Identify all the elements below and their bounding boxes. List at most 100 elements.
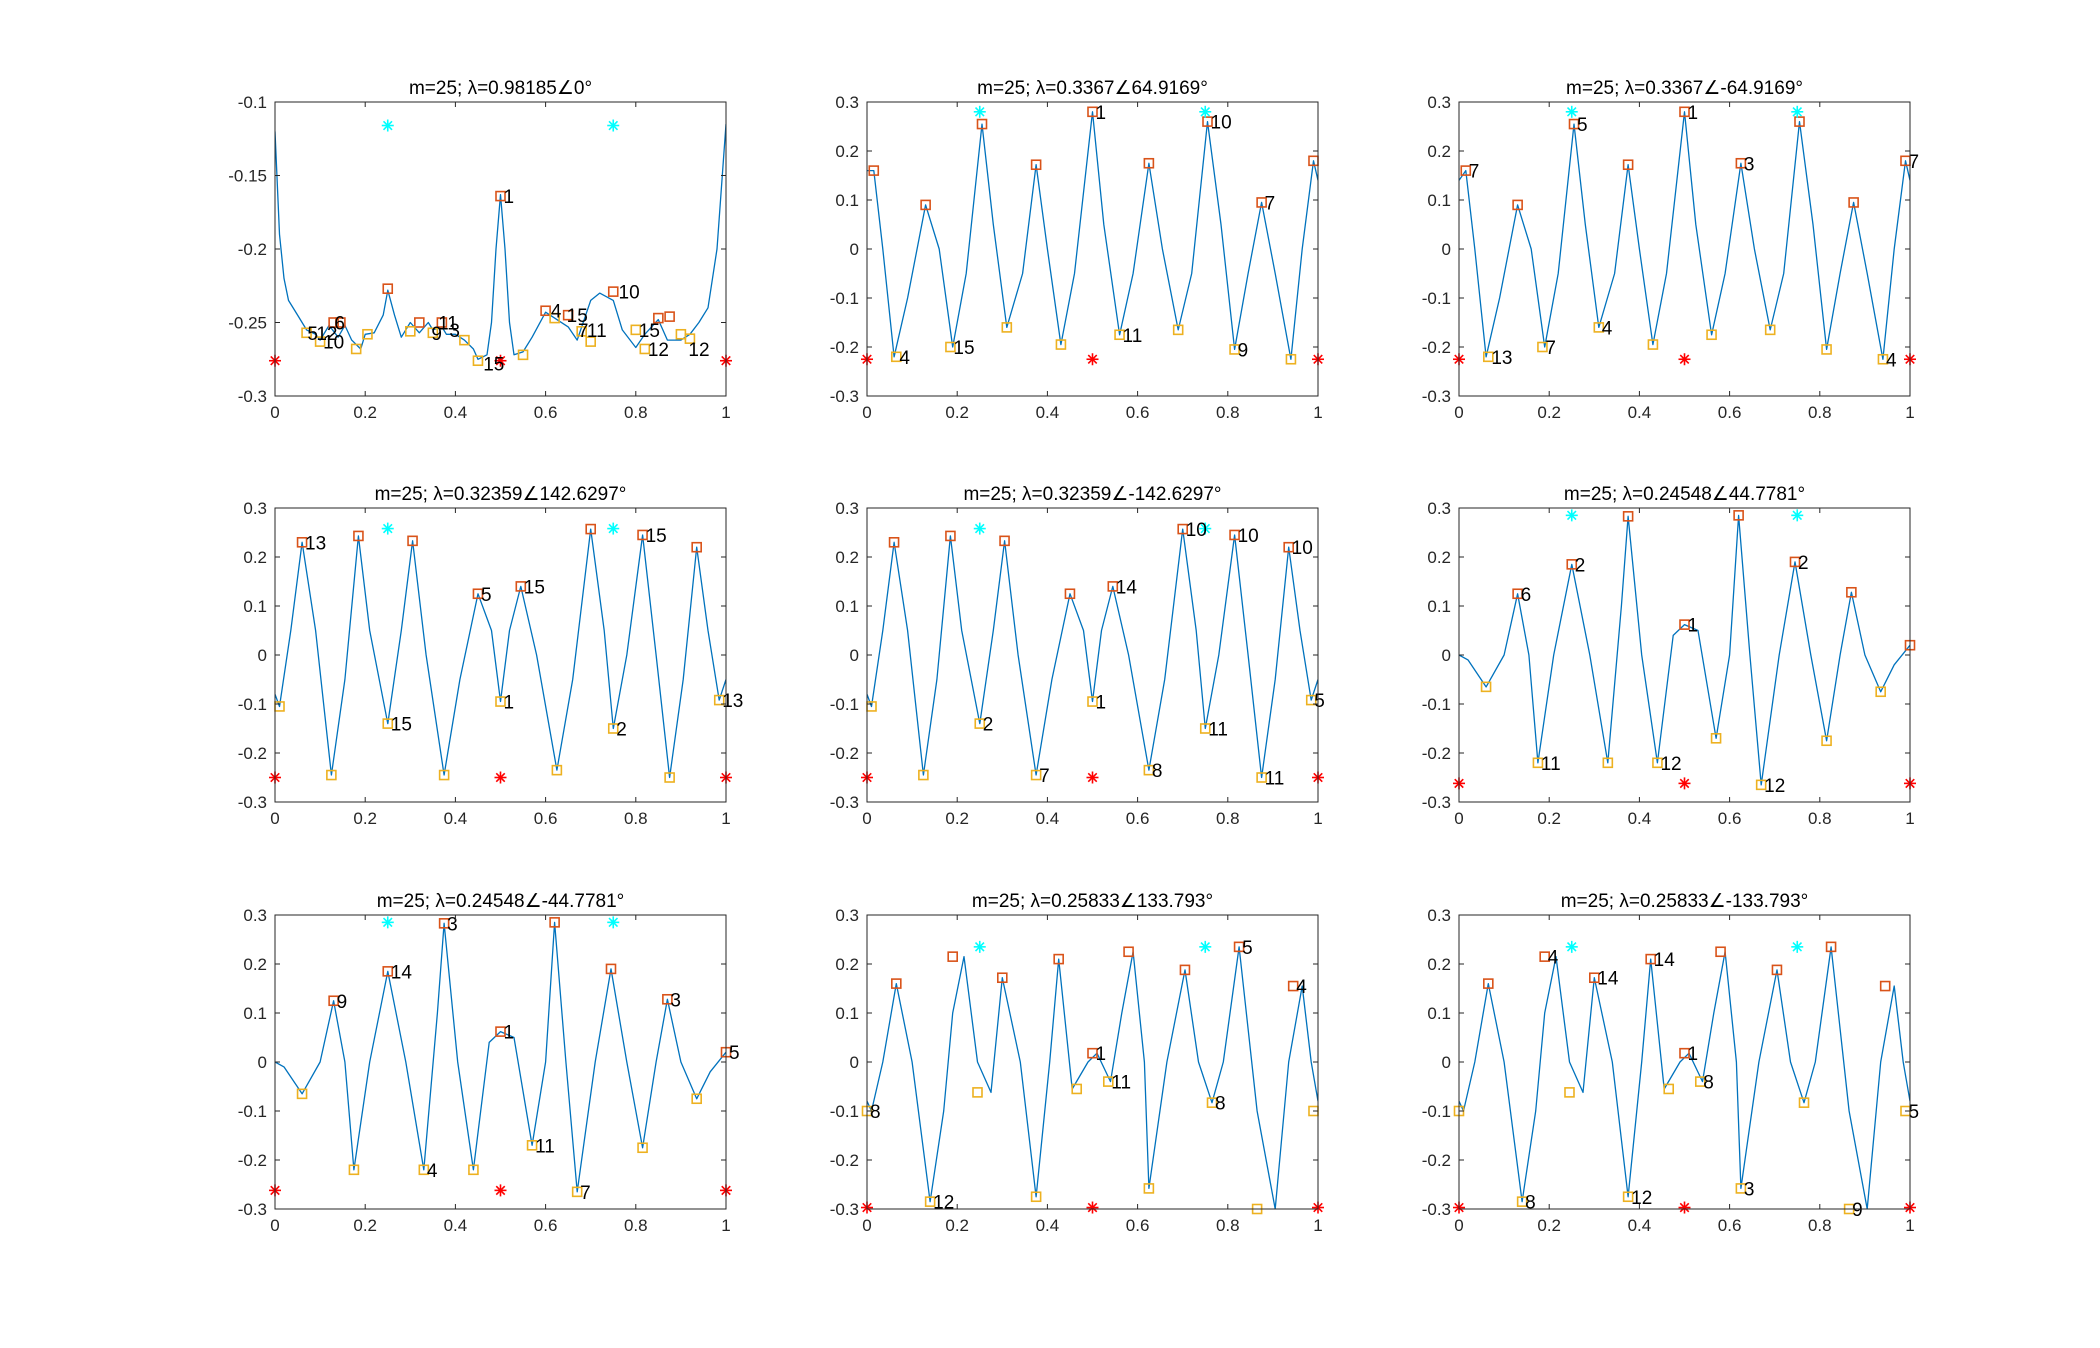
max-marker xyxy=(1679,1047,1690,1059)
min-marker xyxy=(468,1164,479,1176)
max-marker xyxy=(495,190,506,202)
min-marker xyxy=(326,769,337,781)
x-tick-label: 0.2 xyxy=(353,1216,377,1235)
min-marker xyxy=(1877,353,1889,365)
x-tick-label: 1 xyxy=(721,809,730,828)
max-marker xyxy=(540,305,551,317)
max-marker xyxy=(1679,106,1690,118)
y-tick-label: -0.1 xyxy=(1422,1102,1451,1121)
max-marker xyxy=(1794,116,1805,127)
point-label: 9 xyxy=(431,324,442,345)
x-tick-label: 0.6 xyxy=(534,403,558,422)
max-marker xyxy=(436,317,448,328)
point-label: 14 xyxy=(1116,577,1138,598)
chart-title: m=25; λ=0.32359∠142.6297° xyxy=(375,484,627,505)
x-tick-label: 1 xyxy=(1905,403,1914,422)
min-marker xyxy=(1755,779,1767,791)
y-tick-label: -0.2 xyxy=(238,240,267,259)
max-marker xyxy=(1256,197,1267,208)
max-marker xyxy=(1879,980,1891,992)
y-tick-label: -0.15 xyxy=(228,167,267,186)
plot-area xyxy=(275,528,726,779)
cyan-asterisk-marker xyxy=(1565,105,1578,118)
max-marker xyxy=(1589,972,1600,984)
max-marker xyxy=(605,963,617,975)
y-tick-label: 0.1 xyxy=(835,191,859,210)
red-asterisk-marker xyxy=(1678,353,1691,366)
y-tick-label: 0.3 xyxy=(1427,499,1451,518)
min-marker xyxy=(1143,764,1155,776)
y-tick-label: -0.3 xyxy=(238,387,267,406)
point-label: 4 xyxy=(427,1161,438,1182)
point-label: 7 xyxy=(580,1183,591,1204)
min-marker xyxy=(549,312,560,324)
x-tick-label: 0.4 xyxy=(1628,809,1652,828)
max-marker xyxy=(549,917,560,928)
point-label: 15 xyxy=(483,355,504,376)
y-tick-label: -0.2 xyxy=(1422,338,1451,357)
x-tick-label: 0.6 xyxy=(534,809,558,828)
y-tick-label: -0.2 xyxy=(1422,744,1451,763)
cyan-asterisk-marker xyxy=(1791,940,1804,953)
max-marker xyxy=(328,317,339,328)
max-marker xyxy=(1568,118,1580,130)
max-marker xyxy=(1735,157,1747,169)
max-marker xyxy=(1233,941,1245,953)
point-label: 11 xyxy=(587,321,607,342)
point-label: 2 xyxy=(1798,553,1809,574)
y-tick-label: 0.3 xyxy=(835,93,859,112)
x-tick-label: 0.4 xyxy=(1036,403,1060,422)
point-label: 8 xyxy=(1215,1094,1226,1115)
min-marker xyxy=(1114,329,1125,341)
min-marker xyxy=(1706,329,1717,341)
min-marker xyxy=(1710,732,1722,744)
y-tick-label: -0.1 xyxy=(238,695,267,714)
min-marker xyxy=(1285,353,1297,365)
point-label: 12 xyxy=(688,340,709,361)
x-tick-label: 0.4 xyxy=(1036,809,1060,828)
point-label: 1 xyxy=(504,1023,515,1044)
x-tick-label: 0.4 xyxy=(1628,1216,1652,1235)
point-label: 4 xyxy=(1886,350,1897,371)
max-marker xyxy=(472,588,484,600)
point-label: 5 xyxy=(307,324,318,345)
x-tick-label: 0.8 xyxy=(1216,403,1240,422)
min-marker xyxy=(630,324,642,336)
red-asterisk-marker xyxy=(494,1184,507,1197)
x-tick-label: 0.2 xyxy=(945,403,969,422)
max-marker xyxy=(438,918,450,929)
min-marker xyxy=(350,343,362,355)
x-tick-label: 0.6 xyxy=(1126,809,1150,828)
point-label: 3 xyxy=(670,990,681,1011)
x-tick-label: 1 xyxy=(1313,403,1322,422)
point-label: 13 xyxy=(1491,348,1512,369)
min-marker xyxy=(1647,339,1659,350)
max-marker xyxy=(1848,197,1859,208)
point-label: 1 xyxy=(1096,1044,1107,1065)
max-marker xyxy=(1566,559,1578,570)
x-tick-label: 0.4 xyxy=(1628,403,1652,422)
min-marker xyxy=(1593,322,1605,333)
y-tick-label: 0.2 xyxy=(1427,548,1451,567)
data-line xyxy=(1459,111,1910,360)
x-tick-label: 0.2 xyxy=(353,403,377,422)
min-marker xyxy=(1087,696,1098,707)
point-label: 12 xyxy=(1764,776,1785,797)
data-line xyxy=(867,528,1318,779)
y-tick-label: 0.1 xyxy=(835,597,859,616)
max-marker xyxy=(1053,953,1064,965)
cyan-asterisk-marker xyxy=(973,105,986,118)
red-asterisk-marker xyxy=(494,354,507,367)
y-tick-label: 0.3 xyxy=(243,499,267,518)
chart-title: m=25; λ=0.3367∠-64.9169° xyxy=(1566,78,1803,99)
point-label: 11 xyxy=(1541,754,1561,775)
data-line xyxy=(275,528,726,779)
max-marker xyxy=(637,529,648,541)
y-tick-label: 0 xyxy=(850,240,859,259)
min-marker xyxy=(1001,322,1013,333)
min-marker xyxy=(348,1164,360,1176)
